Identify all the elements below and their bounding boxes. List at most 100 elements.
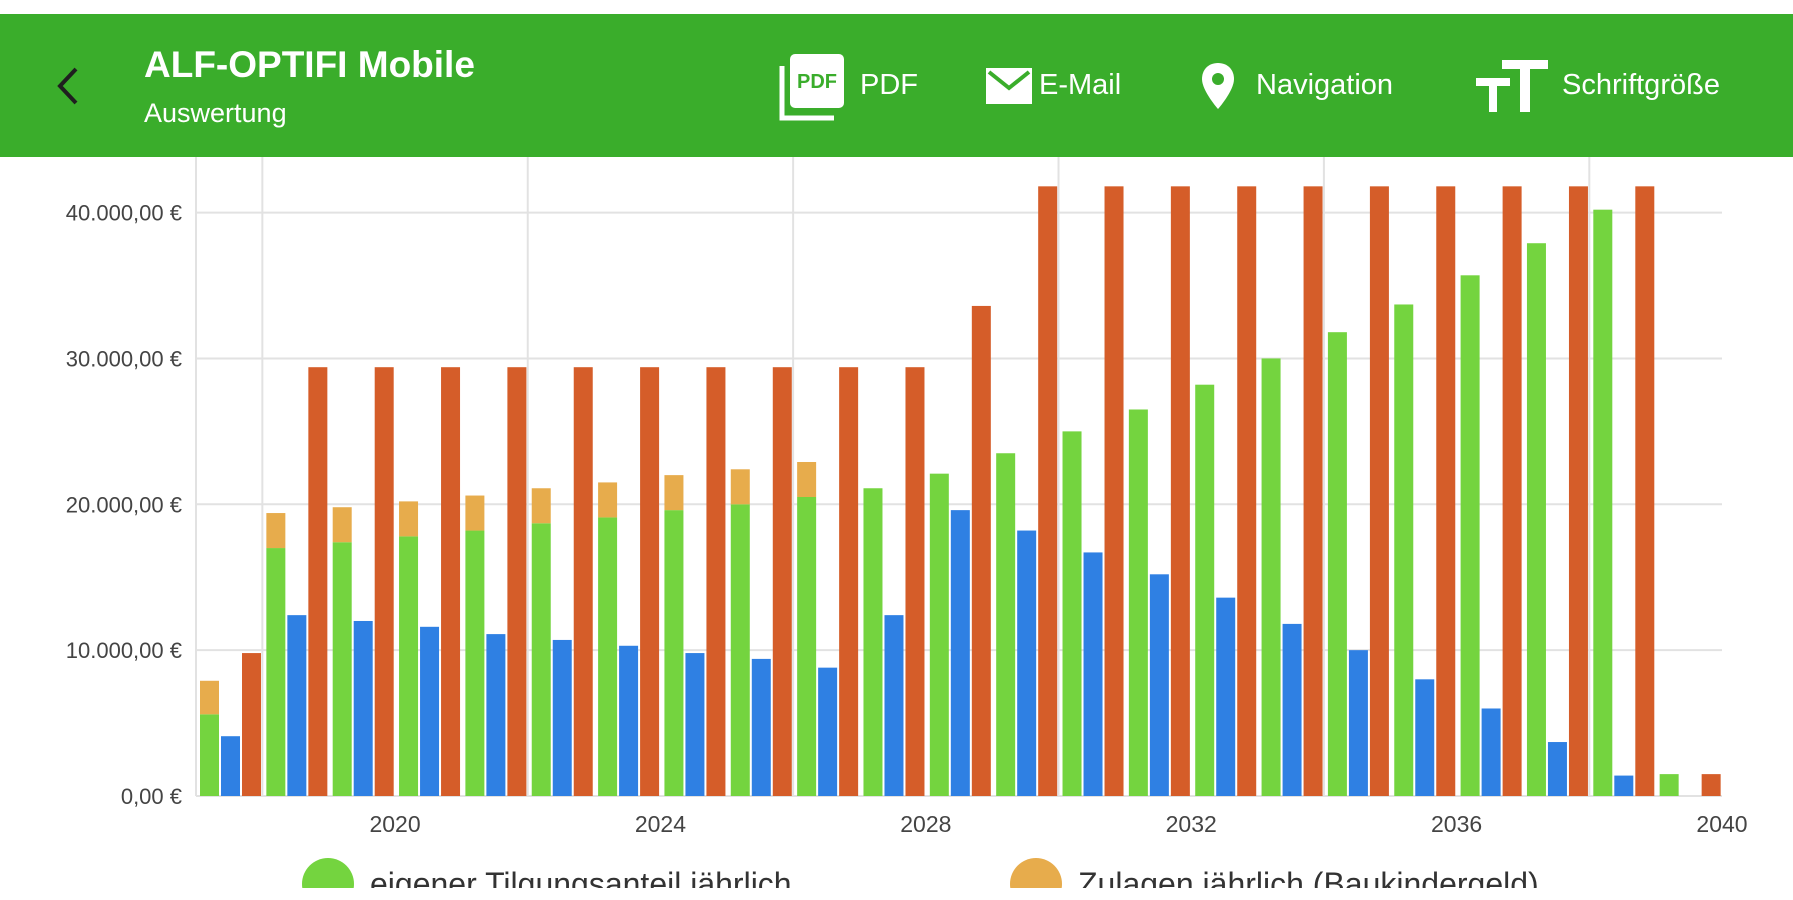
bar [1062,431,1082,796]
bar [399,501,419,537]
x-tick-label: 2032 [1166,811,1217,837]
legend-dot [302,858,354,888]
bar [1460,275,1480,796]
chart-legend: eigener Tilgungsanteil jährlich Zulagen … [0,858,1793,888]
bar [1195,384,1215,796]
bar [664,510,684,796]
bar-chart: 0,00 € 10.000,00 € 20.000,00 € 30.000,00 € 4… [66,157,1748,837]
navigation-button[interactable]: Navigation [1200,14,1393,157]
bar [332,542,352,796]
bar [308,367,328,796]
legend-dot [1010,858,1062,888]
bar [884,615,904,796]
bar [598,482,618,518]
bar [1415,679,1435,796]
back-button[interactable] [50,66,90,106]
bar [287,615,307,796]
bar [399,536,419,796]
navigation-label: Navigation [1256,69,1394,101]
font-size-icon [1476,59,1548,112]
bar [1327,332,1347,796]
bar [664,475,684,511]
bar [818,667,838,796]
bar [1038,186,1058,796]
bar [1104,186,1124,796]
app-bar: ALF-OPTIFI Mobile Auswertung PDF PDF E-M… [0,14,1793,157]
legend-item-subsidies[interactable]: Zulagen jährlich (Baukindergeld) [1010,858,1539,888]
bar [797,497,817,796]
bar [1394,304,1414,796]
bar [996,453,1016,796]
app-subtitle: Auswertung [144,98,287,128]
bar [1083,552,1103,796]
bar [1237,186,1257,796]
bar [441,367,461,796]
email-label: E-Mail [1039,69,1122,101]
bar [598,517,618,796]
y-tick-label: 20.000,00 € [66,492,182,517]
bar [1701,774,1721,796]
bar [1216,597,1236,796]
x-tick-label: 2036 [1431,811,1482,837]
bar [242,653,261,796]
font-size-button[interactable]: Schriftgröße [1474,14,1720,157]
bar [374,367,394,796]
bar [619,645,639,796]
bar [863,488,883,796]
bar [266,513,286,549]
bar [1261,358,1281,796]
bar [706,367,726,796]
legend-item-own-repayment[interactable]: eigener Tilgungsanteil jährlich [302,858,792,888]
back-arrow-icon [57,67,78,105]
bar [1568,186,1588,796]
bar [531,488,551,524]
y-tick-label: 40.000,00 € [66,201,182,226]
bar [797,461,817,498]
bar [552,639,572,796]
svg-text:PDF: PDF [797,71,837,93]
x-tick-label: 2028 [900,811,951,837]
bar [1149,574,1169,796]
bar [1635,186,1655,796]
bar [1128,409,1148,796]
bar [420,626,440,796]
bar [221,736,240,796]
x-tick-label: 2040 [1696,811,1747,837]
bar [332,507,352,543]
bar [507,367,527,796]
pdf-icon: PDF [779,53,844,120]
bar [1547,742,1567,796]
bar [353,620,373,796]
bar [905,367,925,796]
bar [730,504,750,796]
bar [730,469,750,505]
bar [1481,708,1501,796]
bar [1659,774,1679,796]
pdf-label: PDF [860,69,918,101]
bar [772,367,792,796]
bar [1369,186,1389,796]
bar [1282,623,1302,796]
bar [1436,186,1456,796]
y-tick-label: 10.000,00 € [66,638,182,663]
bar [1614,775,1634,796]
bar [200,714,219,796]
bar [1017,530,1037,796]
legend-label: eigener Tilgungsanteil jährlich [370,866,792,888]
bar [1526,243,1546,797]
bar [751,658,771,796]
bar [1348,650,1368,796]
bar [1170,186,1190,796]
email-button[interactable]: E-Mail [985,14,1121,157]
bar [465,495,485,531]
bar [200,680,219,715]
bar [531,523,551,796]
bar [640,367,660,796]
bar [1502,186,1522,796]
bar [1593,209,1613,797]
app-title: ALF-OPTIFI Mobile [144,44,475,85]
bar [971,305,991,796]
legend-label: Zulagen jährlich (Baukindergeld) [1078,866,1539,888]
bar [573,367,593,796]
pdf-button[interactable]: PDF PDF [776,14,918,157]
